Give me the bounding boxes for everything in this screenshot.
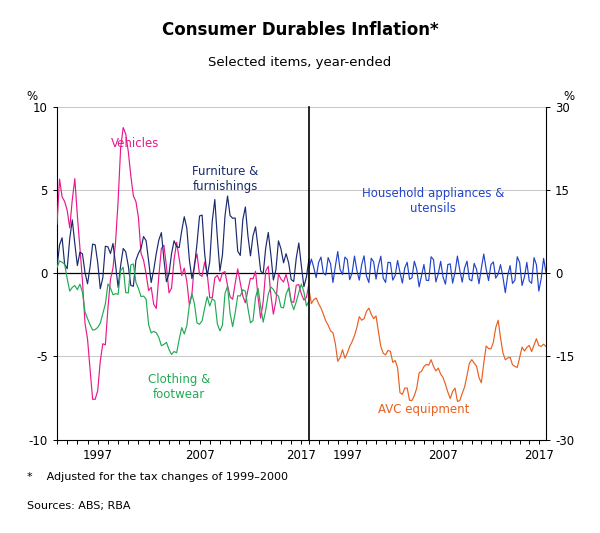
Text: AVC equipment: AVC equipment — [378, 403, 470, 416]
Text: Selected items, year-ended: Selected items, year-ended — [208, 56, 392, 69]
Text: %: % — [563, 90, 574, 103]
Text: Furniture &
furnishings: Furniture & furnishings — [192, 165, 258, 193]
Text: Sources: ABS; RBA: Sources: ABS; RBA — [27, 501, 131, 511]
Text: Clothing &
footwear: Clothing & footwear — [148, 373, 211, 401]
Text: Household appliances &
utensils: Household appliances & utensils — [362, 187, 505, 215]
Text: *    Adjusted for the tax changes of 1999–2000: * Adjusted for the tax changes of 1999–2… — [27, 472, 288, 482]
Text: Vehicles: Vehicles — [111, 136, 160, 150]
Text: Consumer Durables Inflation*: Consumer Durables Inflation* — [161, 21, 439, 39]
Text: %: % — [27, 90, 38, 103]
